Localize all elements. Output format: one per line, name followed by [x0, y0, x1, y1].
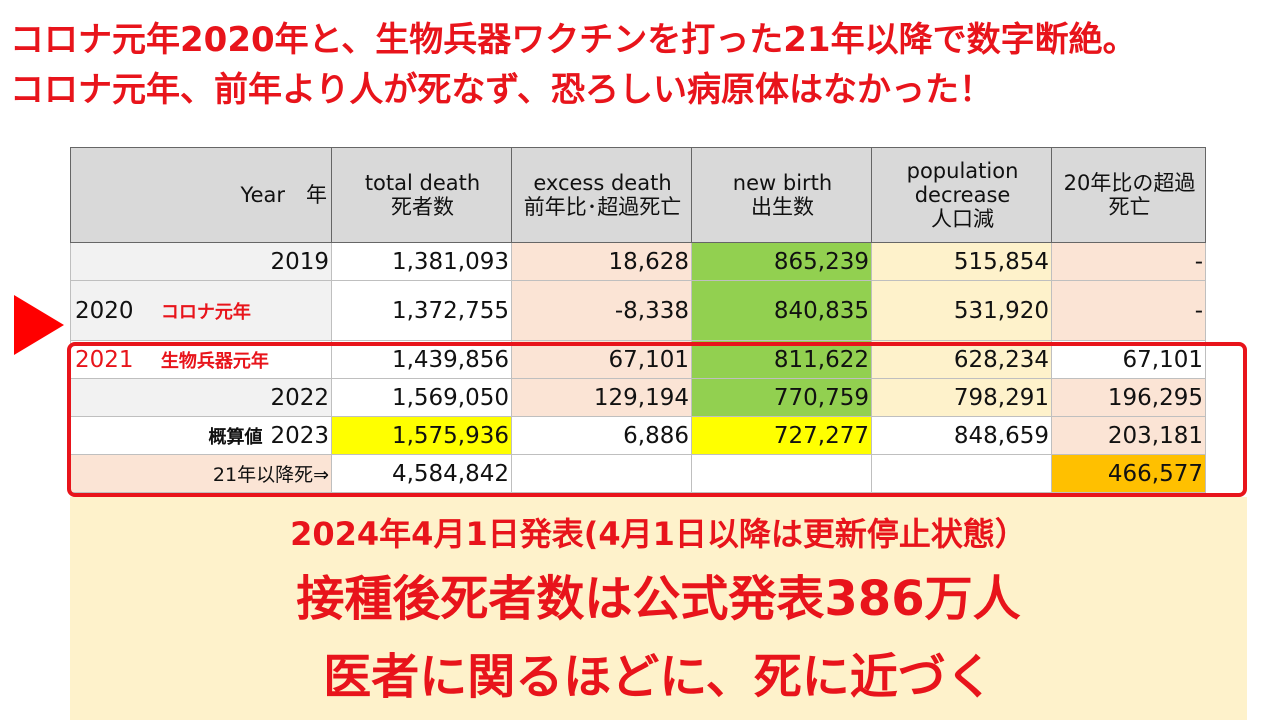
mortality-table: Year 年 total death 死者数 excess death 前年比･…: [70, 147, 1206, 493]
table-row: 概算値 2023 1,575,936 6,886 727,277 848,659 …: [70, 416, 1206, 455]
population-decrease-cell: 628,234: [871, 340, 1052, 379]
summary-total-death: 4,584,842: [331, 454, 512, 493]
summary-label: 21年以降死⇒: [70, 454, 332, 493]
table-header-row: Year 年 total death 死者数 excess death 前年比･…: [70, 147, 1206, 243]
new-birth-cell: 840,835: [691, 280, 872, 341]
population-decrease-cell: 848,659: [871, 416, 1052, 455]
year-label: 2023: [270, 422, 329, 449]
header-new-birth: new birth 出生数: [691, 147, 872, 243]
year-cell: 2022: [70, 378, 332, 417]
new-birth-cell: 727,277: [691, 416, 872, 455]
bottom-message-panel: 2024年4月1日発表(4月1日以降は更新停止状態） 接種後死者数は公式発表38…: [70, 497, 1247, 720]
table-row: 2019 1,381,093 18,628 865,239 515,854 -: [70, 242, 1206, 281]
total-death-cell: 1,569,050: [331, 378, 512, 417]
total-death-cell: 1,381,093: [331, 242, 512, 281]
year-note: 概算値: [208, 426, 263, 448]
excess-vs-2020-cell: 196,295: [1051, 378, 1206, 417]
population-decrease-cell: 798,291: [871, 378, 1052, 417]
year-cell: 2019: [70, 242, 332, 281]
year-cell: 2020 コロナ元年: [70, 280, 332, 341]
population-decrease-cell: 531,920: [871, 280, 1052, 341]
table-row: 2021 生物兵器元年 1,439,856 67,101 811,622 628…: [70, 340, 1206, 379]
excess-vs-2020-cell: -: [1051, 242, 1206, 281]
excess-vs-2020-cell: 67,101: [1051, 340, 1206, 379]
header-population-decrease: population decrease 人口減: [871, 147, 1052, 243]
header-year: Year 年: [70, 147, 332, 243]
total-death-cell: 1,439,856: [331, 340, 512, 379]
excess-death-cell: -8,338: [511, 280, 692, 341]
excess-death-cell: 129,194: [511, 378, 692, 417]
year-note: 生物兵器元年: [160, 350, 269, 372]
year-cell: 概算値 2023: [70, 416, 332, 455]
table-row: 2020 コロナ元年 1,372,755 -8,338 840,835 531,…: [70, 280, 1206, 341]
population-decrease-cell: 515,854: [871, 242, 1052, 281]
summary-empty-cell: [871, 454, 1052, 493]
summary-empty-cell: [691, 454, 872, 493]
new-birth-cell: 865,239: [691, 242, 872, 281]
red-triangle-pointer-icon: [14, 295, 64, 355]
summary-row: 21年以降死⇒ 4,584,842 466,577: [70, 454, 1206, 493]
header-excess-vs-2020: 20年比の超過 死亡: [1051, 147, 1206, 243]
year-label: 2021: [75, 346, 134, 373]
new-birth-cell: 811,622: [691, 340, 872, 379]
bottom-line-1: 2024年4月1日発表(4月1日以降は更新停止状態）: [290, 515, 1027, 553]
excess-death-cell: 18,628: [511, 242, 692, 281]
year-label: 2020: [75, 297, 134, 324]
excess-death-cell: 67,101: [511, 340, 692, 379]
year-cell: 2021 生物兵器元年: [70, 340, 332, 379]
excess-death-cell: 6,886: [511, 416, 692, 455]
summary-excess-vs-2020: 466,577: [1051, 454, 1206, 493]
excess-vs-2020-cell: -: [1051, 280, 1206, 341]
header-excess-death: excess death 前年比･超過死亡: [511, 147, 692, 243]
excess-vs-2020-cell: 203,181: [1051, 416, 1206, 455]
table-row: 2022 1,569,050 129,194 770,759 798,291 1…: [70, 378, 1206, 417]
headline-line-2: コロナ元年、前年より人が死なず、恐ろしい病原体はなかった！: [10, 70, 993, 110]
bottom-line-2: 接種後死者数は公式発表386万人: [296, 571, 1021, 627]
summary-empty-cell: [511, 454, 692, 493]
total-death-cell: 1,372,755: [331, 280, 512, 341]
header-total-death: total death 死者数: [331, 147, 512, 243]
bottom-line-3: 医者に関るほどに、死に近づく: [323, 649, 994, 705]
year-note: コロナ元年: [160, 301, 251, 323]
new-birth-cell: 770,759: [691, 378, 872, 417]
headline-line-1: コロナ元年2020年と、生物兵器ワクチンを打った21年以降で数字断絶。: [10, 20, 1137, 60]
total-death-cell: 1,575,936: [331, 416, 512, 455]
